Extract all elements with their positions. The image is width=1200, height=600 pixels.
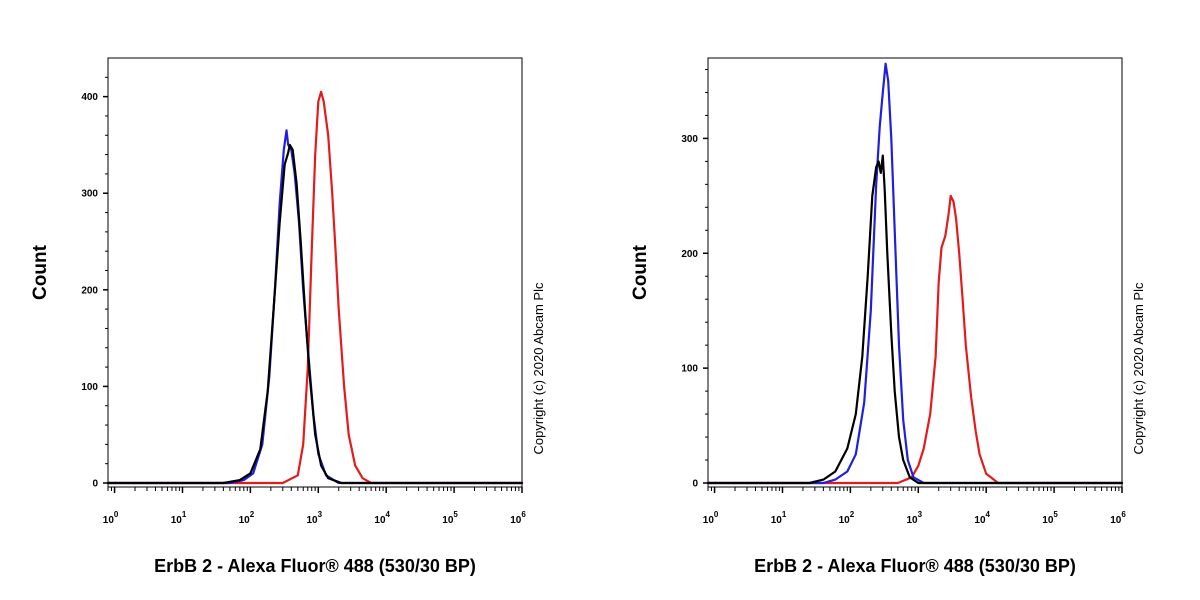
plot-frame xyxy=(707,57,1123,488)
x-tick-label: 103 xyxy=(907,510,923,526)
y-tick-label: 300 xyxy=(681,134,698,145)
histogram-series-line xyxy=(706,154,1124,485)
x-tick-label: 106 xyxy=(510,510,526,526)
x-tick-label: 103 xyxy=(307,510,323,526)
x-tick-label: 100 xyxy=(703,510,719,526)
x-tick-label: 101 xyxy=(171,510,187,526)
x-axis-label: ErbB 2 - Alexa Fluor® 488 (530/30 BP) xyxy=(754,556,1076,576)
x-axis-label: ErbB 2 - Alexa Fluor® 488 (530/30 BP) xyxy=(154,556,476,576)
copyright-text: Copyright (c) 2020 Abcam Plc xyxy=(1131,282,1146,454)
histogram-series-line xyxy=(706,62,1124,485)
x-tick-label: 101 xyxy=(771,510,787,526)
histogram-series-line xyxy=(706,194,1124,485)
histogram-2-svg: 0 100 200 300 100 101 102 103 104 105 106 Count ErbB… xyxy=(630,57,1146,576)
y-axis-label: Count xyxy=(30,244,51,300)
histogram-panel-1: 0 100 200 300 400 100 101 102 103 104 105 106 Count E… xyxy=(30,57,546,576)
y-tick-label: 200 xyxy=(81,285,98,296)
y-tick-label: 300 xyxy=(81,189,98,200)
histogram-1-svg: 0 100 200 300 400 100 101 102 103 104 105 106 Count E… xyxy=(30,57,546,576)
y-tick-label: 100 xyxy=(81,382,98,393)
x-tick-label: 106 xyxy=(1110,510,1126,526)
x-tick-label: 104 xyxy=(374,510,390,526)
x-tick-label: 105 xyxy=(1042,510,1058,526)
x-tick-label: 105 xyxy=(442,510,458,526)
y-tick-label: 0 xyxy=(692,479,698,490)
y-tick-label: 100 xyxy=(681,364,698,375)
histogram-series-line xyxy=(106,143,524,485)
x-tick-label: 104 xyxy=(974,510,990,526)
y-tick-label: 200 xyxy=(681,249,698,260)
x-tick-label: 102 xyxy=(239,510,255,526)
x-tick-label: 102 xyxy=(839,510,855,526)
histogram-series-line xyxy=(106,90,524,485)
copyright-text: Copyright (c) 2020 Abcam Plc xyxy=(531,282,546,454)
x-tick-label: 100 xyxy=(103,510,119,526)
histogram-panel-2: 0 100 200 300 100 101 102 103 104 105 106 Count ErbB… xyxy=(600,0,1200,600)
y-axis-label: Count xyxy=(630,244,651,300)
y-tick-label: 0 xyxy=(92,479,98,490)
y-tick-label: 400 xyxy=(81,92,98,103)
